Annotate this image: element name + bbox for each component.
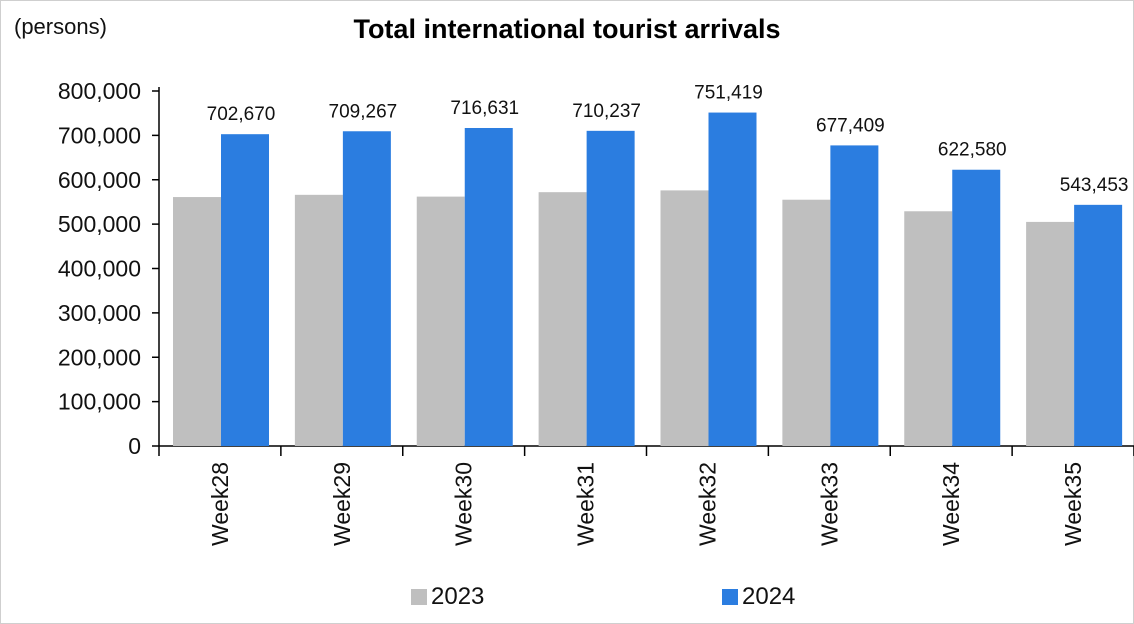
legend-label-2023: 2023 — [431, 583, 485, 610]
x-tick-label: Week28 — [207, 462, 233, 546]
bar-2023-Week29 — [294, 194, 343, 446]
x-tick-label: Week29 — [329, 462, 355, 546]
data-label: 622,580 — [938, 140, 1007, 161]
bar-2023-Week28 — [173, 197, 221, 446]
bar-2024-Week35 — [1074, 204, 1123, 446]
bar-2024-Week29 — [342, 131, 391, 447]
y-tick-label: 600,000 — [58, 167, 141, 193]
legend-swatch-2023 — [411, 589, 427, 605]
bar-2023-Week35 — [1026, 221, 1075, 446]
legend-swatch-2024 — [722, 589, 738, 605]
bar-2023-Week32 — [660, 190, 709, 446]
y-tick-label: 0 — [128, 433, 141, 459]
y-tick-label: 800,000 — [58, 78, 141, 104]
y-tick-label: 300,000 — [58, 300, 141, 326]
bar-2023-Week33 — [782, 199, 831, 446]
bar-2023-Week34 — [904, 211, 953, 446]
bar-2024-Week28 — [221, 134, 269, 446]
bar-2024-Week31 — [586, 130, 635, 446]
legend-label-2024: 2024 — [742, 583, 796, 610]
bar-2023-Week31 — [538, 192, 587, 446]
data-label: 702,670 — [207, 104, 276, 125]
bar-2024-Week33 — [830, 145, 879, 446]
x-tick-label: Week35 — [1060, 462, 1086, 546]
legend-item-2023: 2023 — [411, 583, 484, 611]
bar-2024-Week34 — [952, 169, 1001, 447]
data-label: 716,631 — [450, 98, 519, 119]
y-tick-label: 200,000 — [58, 344, 141, 370]
y-tick-label: 700,000 — [58, 122, 141, 148]
x-tick-label: Week30 — [451, 462, 477, 546]
chart-title: Total international tourist arrivals — [353, 14, 781, 44]
x-tick-label: Week34 — [938, 462, 964, 546]
bar-2024-Week30 — [464, 127, 513, 446]
legend-item-2024: 2024 — [722, 583, 795, 611]
data-label: 543,453 — [1060, 175, 1129, 196]
y-tick-label: 500,000 — [58, 211, 141, 237]
x-tick-label: Week32 — [694, 462, 720, 546]
y-tick-label: 400,000 — [58, 256, 141, 282]
x-tick-label: Week31 — [573, 462, 599, 546]
data-label: 709,267 — [329, 101, 398, 122]
legend: 2023 2024 — [0, 583, 1134, 613]
bar-2024-Week32 — [708, 112, 757, 447]
data-label: 751,419 — [694, 83, 763, 104]
y-tick-label: 100,000 — [58, 389, 141, 415]
bar-2023-Week30 — [416, 196, 465, 446]
y-axis-unit-label: (persons) — [14, 14, 107, 39]
x-tick-label: Week33 — [816, 462, 842, 546]
data-label: 677,409 — [816, 115, 885, 136]
data-label: 710,237 — [572, 101, 641, 122]
